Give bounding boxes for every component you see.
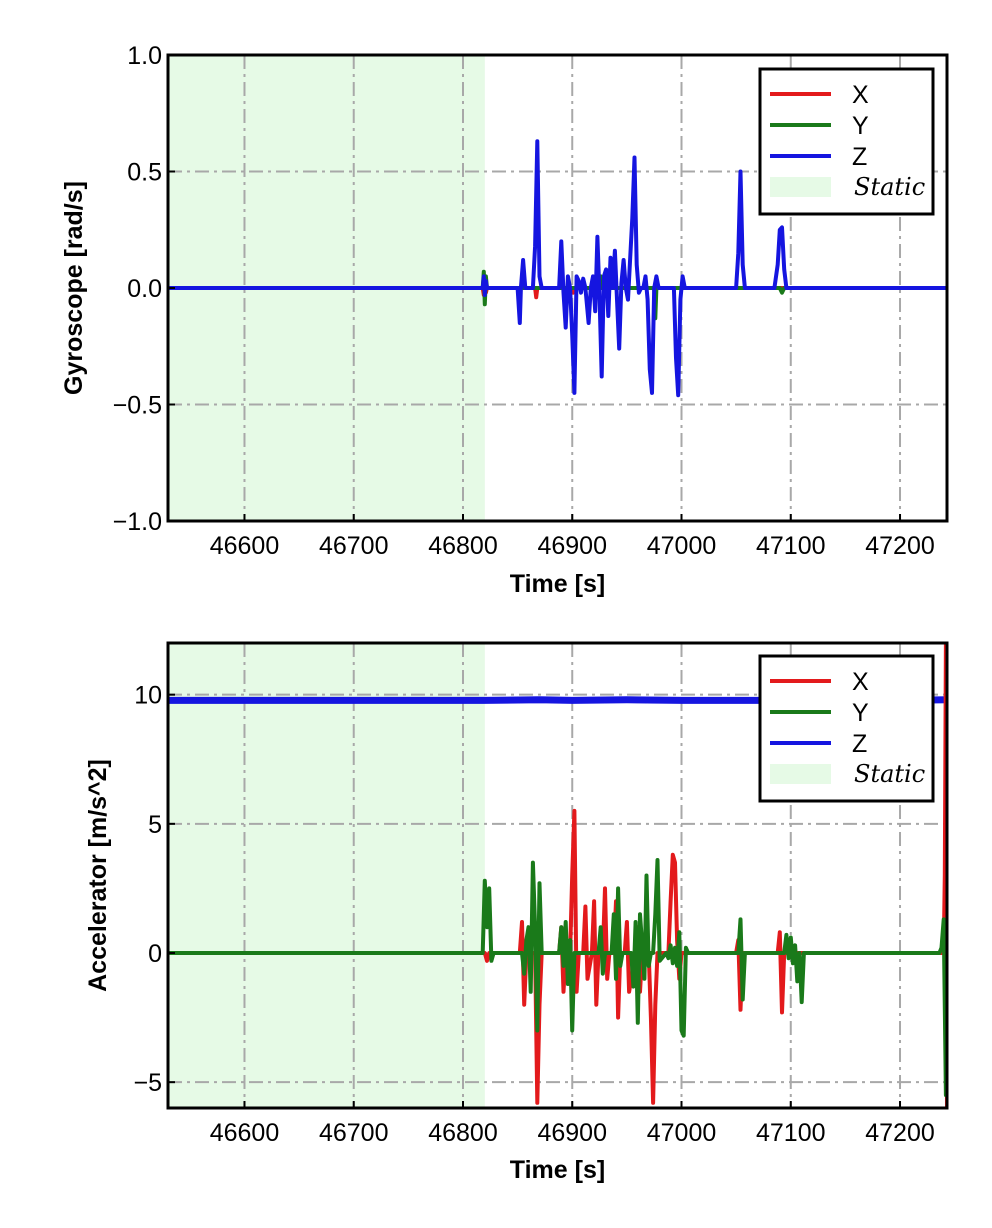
axes-frame (166, 641, 949, 1110)
series-line-z (168, 139, 947, 398)
y-tick-label: 10 (134, 682, 162, 710)
legend-label-x: X (852, 668, 869, 696)
x-axis-title: Time [s] (510, 1156, 605, 1184)
y-tick-label: 0.5 (127, 159, 162, 187)
series-line-y (168, 858, 947, 1098)
legend-swatch-static (770, 177, 831, 197)
legend-label-z: Z (852, 143, 867, 171)
legend-label-x: X (852, 81, 869, 109)
legend-label-y: Y (852, 699, 869, 727)
legend-label-static: Static (854, 173, 925, 201)
accelerator-chart: 46600 46700 46800 46900 47000 47100 47200 −5 0 5 1… (84, 641, 949, 1184)
x-tick-label: 46600 (210, 532, 280, 560)
x-tick-label: 47000 (647, 532, 717, 560)
y-tick-label: 5 (148, 811, 162, 839)
gyroscope-chart: 46600 46700 46800 46900 47000 47100 47200 −1.0 −… (60, 42, 949, 598)
legend-label-z: Z (852, 730, 867, 758)
y-tick-label: −1.0 (113, 508, 162, 536)
legend-label-y: Y (852, 112, 869, 140)
y-axis-title: Gyroscope [rad/s] (60, 181, 88, 395)
x-tick-label: 46700 (319, 532, 389, 560)
y-tick-label: −0.5 (113, 392, 162, 420)
x-tick-label: 47100 (756, 1119, 826, 1147)
x-tick-label: 46900 (537, 532, 607, 560)
legend-label-static: Static (854, 760, 925, 788)
y-tick-label: −5 (133, 1069, 162, 1097)
x-tick-label: 46700 (319, 1119, 389, 1147)
y-tick-label: 1.0 (127, 42, 162, 70)
x-axis-title: Time [s] (510, 570, 605, 598)
legend-swatch-static (770, 764, 831, 784)
static-region (168, 643, 485, 1108)
x-tick-label: 47200 (865, 532, 935, 560)
y-axis-title: Accelerator [m/s^2] (84, 759, 112, 992)
x-tick-label: 47100 (756, 532, 826, 560)
x-tick-label: 46600 (210, 1119, 280, 1147)
x-tick-label: 47000 (647, 1119, 717, 1147)
x-tick-label: 46800 (428, 1119, 498, 1147)
y-tick-label: 0 (148, 940, 162, 968)
y-tick-label: 0.0 (127, 275, 162, 303)
x-tick-label: 47200 (865, 1119, 935, 1147)
x-tick-label: 46900 (537, 1119, 607, 1147)
x-tick-label: 46800 (428, 532, 498, 560)
